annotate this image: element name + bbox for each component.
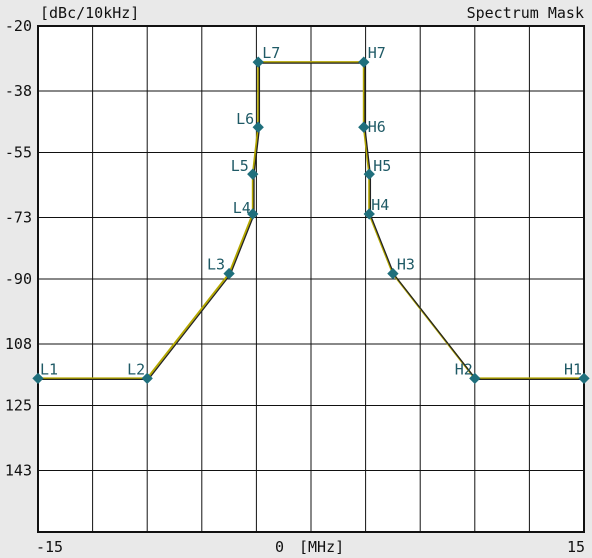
x-tick-labels: -15 0 [MHz] 15 <box>36 538 585 556</box>
mask-point-labels: L1 L2 L3 L4 L5 L6 L7 H7 H6 H5 H4 H3 H2 H1 <box>40 44 582 378</box>
y-tick-label: -90 <box>5 270 32 288</box>
mask-point-h3 <box>387 267 399 280</box>
y-tick-label: -55 <box>5 144 32 162</box>
y-tick-label: -73 <box>5 209 32 227</box>
mask-point-l1 <box>32 372 44 385</box>
measured-trace <box>39 62 586 381</box>
point-label-l4: L4 <box>233 199 251 217</box>
y-axis-label: [dBc/10kHz] <box>40 4 139 22</box>
y-tick-label: 143 <box>5 462 32 480</box>
mask-point-h5 <box>363 168 375 180</box>
point-label-l5: L5 <box>231 157 249 175</box>
mask-point-l5 <box>247 168 259 180</box>
point-label-l3: L3 <box>207 256 225 274</box>
mask-point-l4 <box>247 208 259 220</box>
x-tick-label: 15 <box>567 538 585 556</box>
mask-point-h4 <box>363 208 375 220</box>
mask-point-l3 <box>223 267 235 280</box>
point-label-h4: H4 <box>371 196 389 214</box>
point-label-h2: H2 <box>455 360 473 378</box>
mask-line <box>38 61 584 380</box>
chart-title: Spectrum Mask <box>467 4 584 22</box>
point-label-l7: L7 <box>262 44 280 62</box>
point-label-l2: L2 <box>127 360 145 378</box>
point-label-l6: L6 <box>236 110 254 128</box>
point-label-h3: H3 <box>397 256 415 274</box>
mask-point-h1 <box>578 372 590 385</box>
point-label-h7: H7 <box>368 44 386 62</box>
mask-point-h2 <box>469 372 481 385</box>
x-tick-label: 0 <box>275 538 284 556</box>
y-tick-label: -20 <box>5 17 32 35</box>
mask-point-l2 <box>141 372 153 385</box>
point-label-l1: L1 <box>40 360 58 378</box>
x-tick-label: -15 <box>36 538 63 556</box>
x-axis-label: [MHz] <box>299 538 344 556</box>
y-tick-labels: -20 -38 -55 -73 -90 108 125 143 <box>5 17 32 480</box>
y-tick-label: 108 <box>5 335 32 353</box>
mask-points <box>32 56 590 385</box>
point-label-h6: H6 <box>368 118 386 136</box>
point-label-h1: H1 <box>564 360 582 378</box>
point-label-h5: H5 <box>373 157 391 175</box>
y-tick-label: -38 <box>5 82 32 100</box>
grid-lines <box>38 26 584 532</box>
y-tick-label: 125 <box>5 397 32 415</box>
